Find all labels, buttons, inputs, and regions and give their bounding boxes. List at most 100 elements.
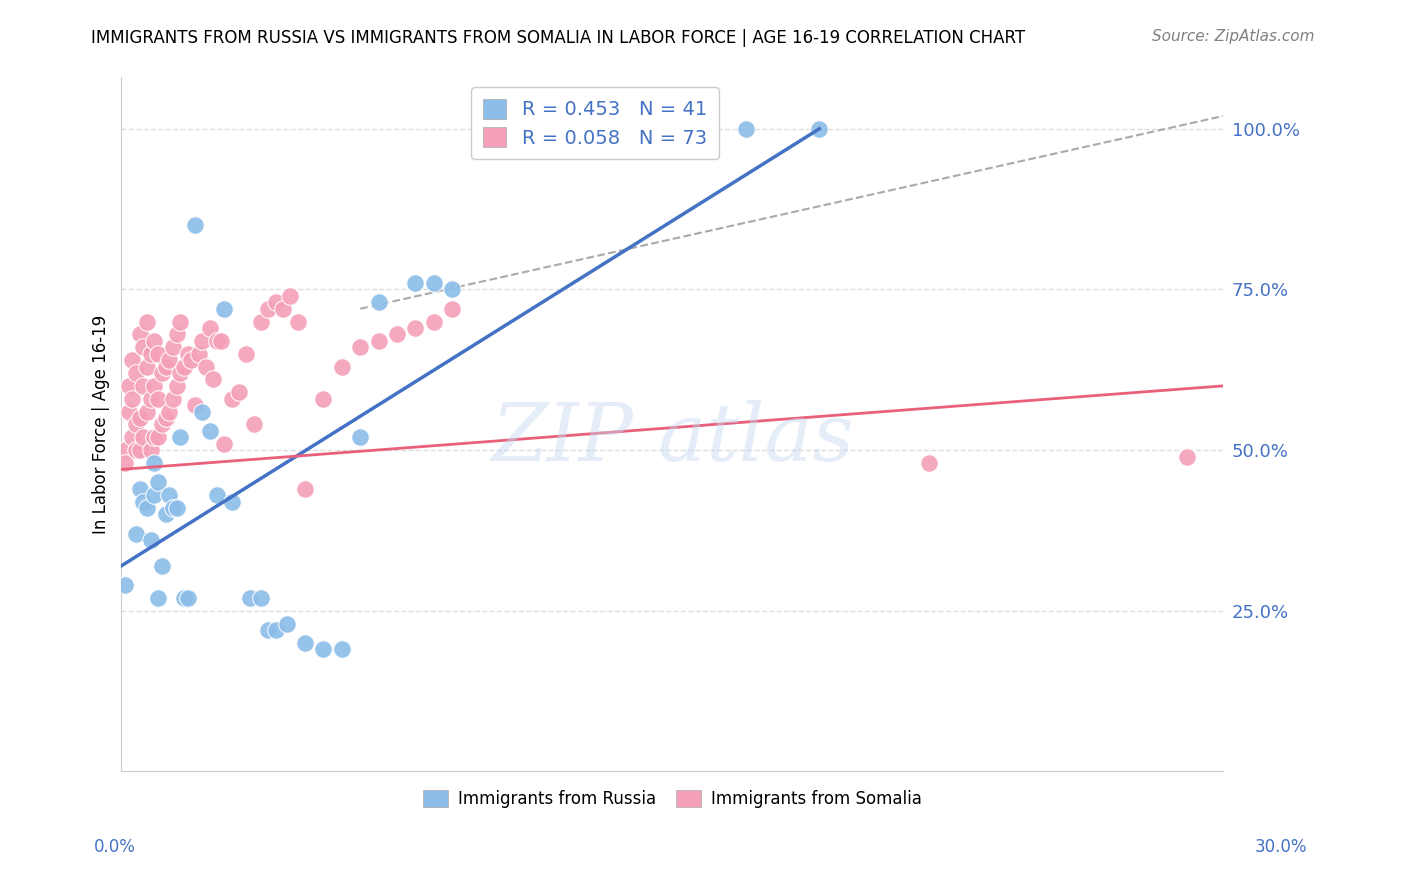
Point	[404, 321, 426, 335]
Point	[176, 347, 198, 361]
Point	[294, 482, 316, 496]
Point	[239, 591, 262, 605]
Point	[143, 430, 166, 444]
Point	[121, 353, 143, 368]
Point	[367, 295, 389, 310]
Point	[257, 623, 280, 637]
Point	[128, 411, 150, 425]
Point	[271, 301, 294, 316]
Point	[264, 623, 287, 637]
Point	[162, 340, 184, 354]
Point	[150, 366, 173, 380]
Legend: Immigrants from Russia, Immigrants from Somalia: Immigrants from Russia, Immigrants from …	[416, 783, 928, 815]
Point	[221, 494, 243, 508]
Point	[157, 488, 180, 502]
Point	[214, 436, 236, 450]
Point	[184, 398, 207, 412]
Point	[440, 283, 463, 297]
Point	[139, 443, 162, 458]
Point	[166, 327, 188, 342]
Point	[118, 404, 141, 418]
Point	[114, 578, 136, 592]
Point	[209, 334, 232, 348]
Point	[132, 494, 155, 508]
Point	[132, 430, 155, 444]
Point	[280, 289, 302, 303]
Point	[146, 430, 169, 444]
Point	[250, 591, 273, 605]
Point	[440, 301, 463, 316]
Point	[146, 347, 169, 361]
Point	[180, 353, 202, 368]
Point	[221, 392, 243, 406]
Point	[125, 526, 148, 541]
Point	[162, 500, 184, 515]
Text: ZIP atlas: ZIP atlas	[491, 400, 853, 477]
Point	[198, 321, 221, 335]
Point	[143, 488, 166, 502]
Point	[176, 591, 198, 605]
Point	[139, 533, 162, 547]
Point	[385, 327, 408, 342]
Point	[169, 430, 191, 444]
Point	[257, 301, 280, 316]
Point	[114, 443, 136, 458]
Point	[157, 404, 180, 418]
Point	[422, 276, 444, 290]
Point	[349, 430, 371, 444]
Point	[184, 218, 207, 232]
Point	[918, 456, 941, 470]
Point	[121, 392, 143, 406]
Point	[679, 128, 702, 143]
Point	[139, 392, 162, 406]
Point	[191, 334, 214, 348]
Point	[143, 334, 166, 348]
Point	[128, 443, 150, 458]
Point	[202, 372, 225, 386]
Point	[169, 315, 191, 329]
Point	[128, 327, 150, 342]
Point	[169, 366, 191, 380]
Point	[294, 636, 316, 650]
Point	[125, 417, 148, 432]
Point	[330, 642, 353, 657]
Text: 0.0%: 0.0%	[94, 838, 136, 856]
Point	[235, 347, 257, 361]
Point	[205, 334, 228, 348]
Point	[157, 353, 180, 368]
Point	[404, 276, 426, 290]
Point	[276, 616, 298, 631]
Point	[330, 359, 353, 374]
Point	[166, 500, 188, 515]
Point	[264, 295, 287, 310]
Point	[242, 417, 264, 432]
Point	[367, 334, 389, 348]
Point	[121, 430, 143, 444]
Point	[551, 135, 574, 149]
Point	[191, 404, 214, 418]
Point	[146, 475, 169, 490]
Point	[155, 359, 177, 374]
Point	[422, 315, 444, 329]
Point	[173, 591, 195, 605]
Text: IMMIGRANTS FROM RUSSIA VS IMMIGRANTS FROM SOMALIA IN LABOR FORCE | AGE 16-19 COR: IMMIGRANTS FROM RUSSIA VS IMMIGRANTS FRO…	[91, 29, 1025, 47]
Point	[287, 315, 309, 329]
Point	[194, 359, 217, 374]
Point	[125, 366, 148, 380]
Point	[132, 340, 155, 354]
Point	[114, 456, 136, 470]
Point	[150, 417, 173, 432]
Point	[125, 443, 148, 458]
Point	[173, 359, 195, 374]
Point	[136, 359, 159, 374]
Point	[155, 411, 177, 425]
Point	[143, 456, 166, 470]
Point	[228, 385, 250, 400]
Point	[734, 121, 756, 136]
Point	[1175, 450, 1198, 464]
Point	[146, 591, 169, 605]
Y-axis label: In Labor Force | Age 16-19: In Labor Force | Age 16-19	[93, 315, 110, 534]
Point	[198, 424, 221, 438]
Point	[250, 315, 273, 329]
Point	[312, 642, 335, 657]
